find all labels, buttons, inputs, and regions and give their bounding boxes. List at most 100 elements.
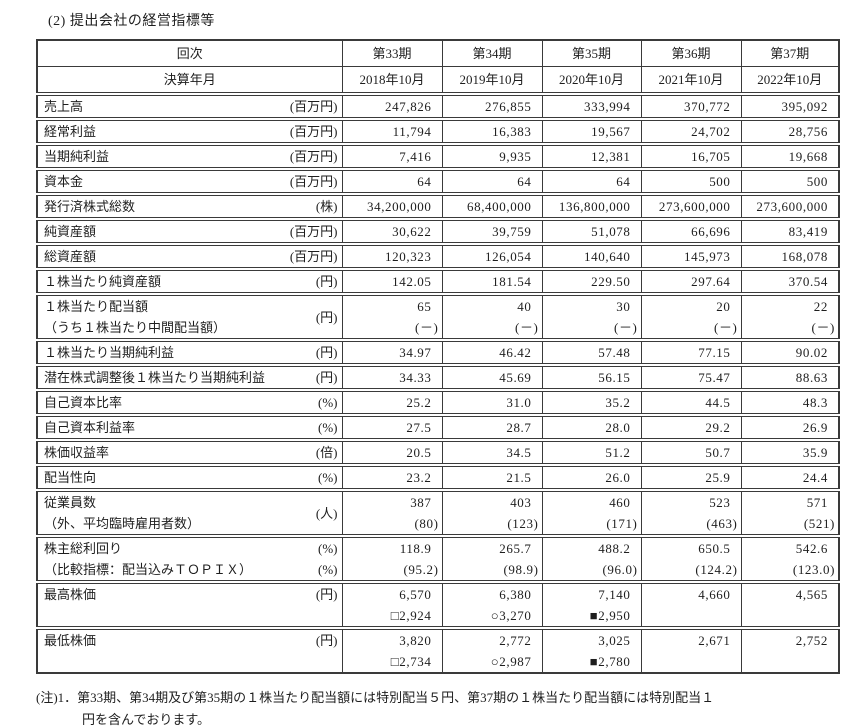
value-cell: 31.0 bbox=[442, 390, 543, 417]
value-line: 3,025 bbox=[598, 633, 631, 648]
label-unit-wrap: １株当たり配当額 （うち１株当たり中間配当額） (円) bbox=[38, 296, 342, 338]
value-cell: 265.7 (98.9) bbox=[442, 536, 543, 584]
indicator-label-line: １株当たり配当額 bbox=[44, 299, 149, 314]
value-cell: 19,668 bbox=[741, 144, 839, 171]
value-line: 247,826 bbox=[385, 99, 432, 114]
row-label-cell: 最低株価 (円) bbox=[37, 628, 343, 673]
value-line: 395,092 bbox=[781, 99, 828, 114]
value-cell: 542.6 (123.0) bbox=[741, 536, 839, 584]
value-cell: 19,567 bbox=[542, 119, 642, 146]
value-cell: 276,855 bbox=[442, 94, 543, 121]
fiscal-date-cell: 2020年10月 bbox=[542, 66, 642, 96]
value-cell: 297.64 bbox=[641, 269, 742, 296]
value-line: 56.15 bbox=[598, 370, 631, 385]
value-cell: 26.9 bbox=[741, 415, 839, 442]
value-line: (124.2) bbox=[695, 562, 738, 577]
value-line bbox=[642, 651, 741, 672]
value-line: 126,054 bbox=[485, 249, 532, 264]
value-cell: 35.9 bbox=[741, 440, 839, 467]
label-unit-wrap: 純資産額 (百万円) bbox=[38, 221, 342, 242]
value-line: □2,734 bbox=[390, 654, 432, 669]
value-cell: 68,400,000 bbox=[442, 194, 543, 221]
value-cell: 7,416 bbox=[342, 144, 443, 171]
value-line: 12,381 bbox=[591, 149, 631, 164]
value-cell: 488.2 (96.0) bbox=[542, 536, 642, 584]
value-cell: 30,622 bbox=[342, 219, 443, 246]
value-line: (123) bbox=[507, 516, 539, 531]
round-header-cell: 回次 bbox=[37, 40, 343, 67]
value-cell: 21.5 bbox=[442, 465, 543, 492]
indicator-label-line: 経常利益 bbox=[44, 124, 97, 139]
value-line: 273,600,000 bbox=[756, 199, 828, 214]
value-cell: 39,759 bbox=[442, 219, 543, 246]
indicator-label: 自己資本利益率 bbox=[38, 417, 135, 438]
indicator-row: 最高株価 (円) 6,570 □2,924 6,380 ○3,270 7,140 ■2,950… bbox=[37, 582, 839, 630]
row-label-cell: 潜在株式調整後１株当たり当期純利益 (円) bbox=[37, 365, 343, 392]
footnote: (注)1．第33期、第34期及び第35期の１株当たり配当額には特別配当５円、第3… bbox=[36, 687, 846, 726]
value-line: 20.5 bbox=[406, 445, 432, 460]
label-unit-wrap: 最低株価 (円) bbox=[38, 630, 342, 651]
indicator-label-line: 最高株価 bbox=[44, 587, 97, 602]
value-line: 2,671 bbox=[698, 633, 731, 648]
indicator-unit: (円) bbox=[316, 271, 342, 292]
value-cell: 30 (－) bbox=[542, 294, 642, 342]
value-line: 6,380 bbox=[499, 587, 532, 602]
value-cell: 34.5 bbox=[442, 440, 543, 467]
value-cell: 51,078 bbox=[542, 219, 642, 246]
indicator-unit: (円) bbox=[316, 342, 342, 363]
indicator-label: 発行済株式総数 bbox=[38, 196, 135, 217]
footnote-marker: (注)1． bbox=[36, 690, 78, 705]
value-cell: 168,078 bbox=[741, 244, 839, 271]
indicator-unit-line: (円) bbox=[315, 345, 338, 360]
value-line: 65 bbox=[417, 299, 432, 314]
value-line: 142.05 bbox=[392, 274, 432, 289]
value-cell: 387 (80) bbox=[342, 490, 443, 538]
footnote-text-line1: 第33期、第34期及び第35期の１株当たり配当額には特別配当５円、第37期の１株… bbox=[77, 690, 715, 705]
value-line: (－) bbox=[415, 320, 439, 335]
row-label-cell: 純資産額 (百万円) bbox=[37, 219, 343, 246]
value-cell: 120,323 bbox=[342, 244, 443, 271]
value-cell: 140,640 bbox=[542, 244, 642, 271]
indicator-unit-line: (百万円) bbox=[289, 149, 338, 164]
indicator-unit-line: (百万円) bbox=[289, 99, 338, 114]
value-cell: 2,772 ○2,987 bbox=[442, 628, 543, 673]
indicator-unit: (%) bbox=[318, 417, 342, 438]
indicator-unit: (株) bbox=[316, 196, 342, 217]
label-unit-wrap: 当期純利益 (百万円) bbox=[38, 146, 342, 167]
indicator-row: 自己資本比率 (%) 25.2 31.0 35.2 44.5 48.3 bbox=[37, 390, 839, 417]
value-line: 26.9 bbox=[802, 420, 828, 435]
value-cell: 83,419 bbox=[741, 219, 839, 246]
value-cell: 333,994 bbox=[542, 94, 642, 121]
indicator-unit-line: (株) bbox=[315, 199, 338, 214]
value-line: 44.5 bbox=[705, 395, 731, 410]
value-cell: 6,570 □2,924 bbox=[342, 582, 443, 630]
value-line: 88.63 bbox=[795, 370, 828, 385]
indicator-label: 当期純利益 bbox=[38, 146, 109, 167]
indicator-row: 最低株価 (円) 3,820 □2,734 2,772 ○2,987 3,025 ■2,780… bbox=[37, 628, 839, 673]
value-line: 34.97 bbox=[399, 345, 432, 360]
indicator-label-line: 最低株価 bbox=[44, 633, 97, 648]
value-cell: 3,025 ■2,780 bbox=[542, 628, 642, 673]
value-line: 500 bbox=[709, 174, 731, 189]
value-cell: 34.97 bbox=[342, 340, 443, 367]
value-line: 26.0 bbox=[605, 470, 631, 485]
value-line: 29.2 bbox=[705, 420, 731, 435]
value-line: (－) bbox=[515, 320, 539, 335]
value-line: 50.7 bbox=[705, 445, 731, 460]
value-line: 276,855 bbox=[485, 99, 532, 114]
value-cell: 370,772 bbox=[641, 94, 742, 121]
value-cell: 44.5 bbox=[641, 390, 742, 417]
row-label-cell: 従業員数 （外、平均臨時雇用者数） (人) bbox=[37, 490, 343, 538]
value-cell: 26.0 bbox=[542, 465, 642, 492]
value-line: 28,756 bbox=[788, 124, 828, 139]
label-unit-wrap: 総資産額 (百万円) bbox=[38, 246, 342, 267]
value-cell: 56.15 bbox=[542, 365, 642, 392]
value-line: 21.5 bbox=[506, 470, 532, 485]
value-line: 51,078 bbox=[591, 224, 631, 239]
indicator-label: 潜在株式調整後１株当たり当期純利益 bbox=[38, 367, 265, 388]
indicator-label-line: 純資産額 bbox=[44, 224, 97, 239]
value-line: 64 bbox=[417, 174, 432, 189]
value-line bbox=[742, 651, 839, 672]
value-line: 19,567 bbox=[591, 124, 631, 139]
